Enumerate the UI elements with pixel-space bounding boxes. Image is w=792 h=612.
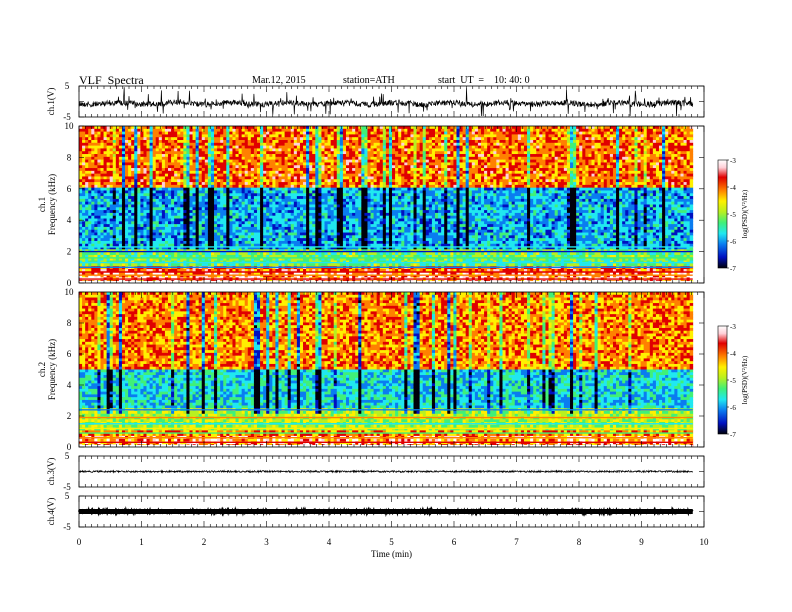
- ch2-spectrogram: [79, 292, 694, 447]
- y-tick-label: 6: [67, 349, 72, 359]
- colorbar-tick-label: -5: [730, 377, 736, 385]
- x-tick-label: 8: [577, 537, 582, 547]
- ch1-waveform: [78, 87, 694, 117]
- y-tick-label: 0: [67, 442, 72, 452]
- figure-title: VLF Spectra: [79, 73, 144, 88]
- x-tick-label: 0: [77, 537, 82, 547]
- time-ticks: [78, 292, 705, 447]
- colorbar: -3 -4 -5 -6 -7 log(PSD)(V²/Hz): [717, 157, 749, 273]
- y-tick-label: 5: [65, 491, 70, 501]
- y-tick-label: 10: [65, 121, 75, 131]
- y-tick-label: 6: [67, 184, 72, 194]
- x-tick-label: 2: [202, 537, 207, 547]
- ch1-waveform-frame: [78, 85, 705, 118]
- colorbar-tick-label: -4: [730, 184, 736, 192]
- y-axis-label: Frequency (kHz): [47, 339, 57, 400]
- waveform-trace: [78, 87, 694, 117]
- colorbar: -3 -4 -5 -6 -7 log(PSD)(V²/Hz): [717, 323, 749, 439]
- y-tick-label: -5: [63, 522, 71, 532]
- ch4-waveform-frame: [78, 495, 705, 528]
- x-tick-label: 9: [639, 537, 644, 547]
- date-label: Mar.12, 2015: [252, 75, 306, 86]
- colorbar-tick-label: -3: [730, 323, 736, 331]
- colorbar-tick-label: -6: [730, 404, 736, 412]
- colorbar-label: log(PSD)(V²/Hz): [741, 355, 749, 404]
- start-time-label: start UT = 10: 40: 0: [438, 75, 530, 86]
- x-tick-label: 4: [327, 537, 332, 547]
- ch3-waveform: [78, 469, 693, 474]
- x-tick-label: 7: [514, 537, 519, 547]
- y-axis-label: ch.4(V): [46, 498, 56, 526]
- y-tick-label: 5: [65, 81, 70, 91]
- y-tick-label: 10: [65, 287, 75, 297]
- time-ticks: [78, 86, 705, 117]
- ch2-spectrogram-frame: [78, 291, 705, 448]
- y-axis-label: ch.1(V): [46, 88, 56, 116]
- y-tick-label: 4: [67, 215, 72, 225]
- ch4-waveform: [77, 505, 694, 518]
- colorbar-tick-label: -5: [730, 211, 736, 219]
- x-tick-label: 3: [264, 537, 269, 547]
- channel-label: ch.1: [37, 197, 47, 212]
- y-tick-label: 2: [67, 411, 72, 421]
- colorbar-tick-label: -7: [730, 431, 736, 439]
- colorbar-label: log(PSD)(V²/Hz): [741, 189, 749, 238]
- x-axis-label: Time (min): [371, 549, 412, 559]
- y-tick-label: -5: [63, 112, 71, 122]
- x-tick-label: 5: [389, 537, 394, 547]
- x-tick-label: 1: [139, 537, 144, 547]
- y-tick-label: 4: [67, 380, 72, 390]
- y-tick-label: 8: [67, 152, 72, 162]
- waveform-band: [79, 509, 693, 514]
- colorbar-tick-label: -7: [730, 265, 736, 273]
- y-tick-label: 8: [67, 318, 72, 328]
- x-tick-label: 10: [700, 537, 710, 547]
- y-tick-label: 2: [67, 247, 72, 257]
- ch1-spectrogram-frame: [78, 125, 705, 284]
- y-axis-label: Frequency (kHz): [47, 174, 57, 235]
- station-label: station=ATH: [343, 75, 395, 86]
- ch1-spectrogram: [79, 126, 694, 283]
- waveform-trace: [78, 469, 693, 474]
- y-tick-label: 5: [65, 451, 70, 461]
- time-ticks: [78, 496, 705, 527]
- colorbar-tick-label: -4: [730, 350, 736, 358]
- y-tick-label: 0: [67, 278, 72, 288]
- ch3-waveform-frame: [78, 455, 705, 488]
- y-axis-label: ch.3(V): [46, 458, 56, 486]
- colorbar-tick-label: -3: [730, 157, 736, 165]
- x-tick-label: 6: [452, 537, 457, 547]
- y-tick-label: -5: [63, 482, 71, 492]
- colorbar-tick-label: -6: [730, 238, 736, 246]
- channel-label: ch.2: [37, 362, 47, 377]
